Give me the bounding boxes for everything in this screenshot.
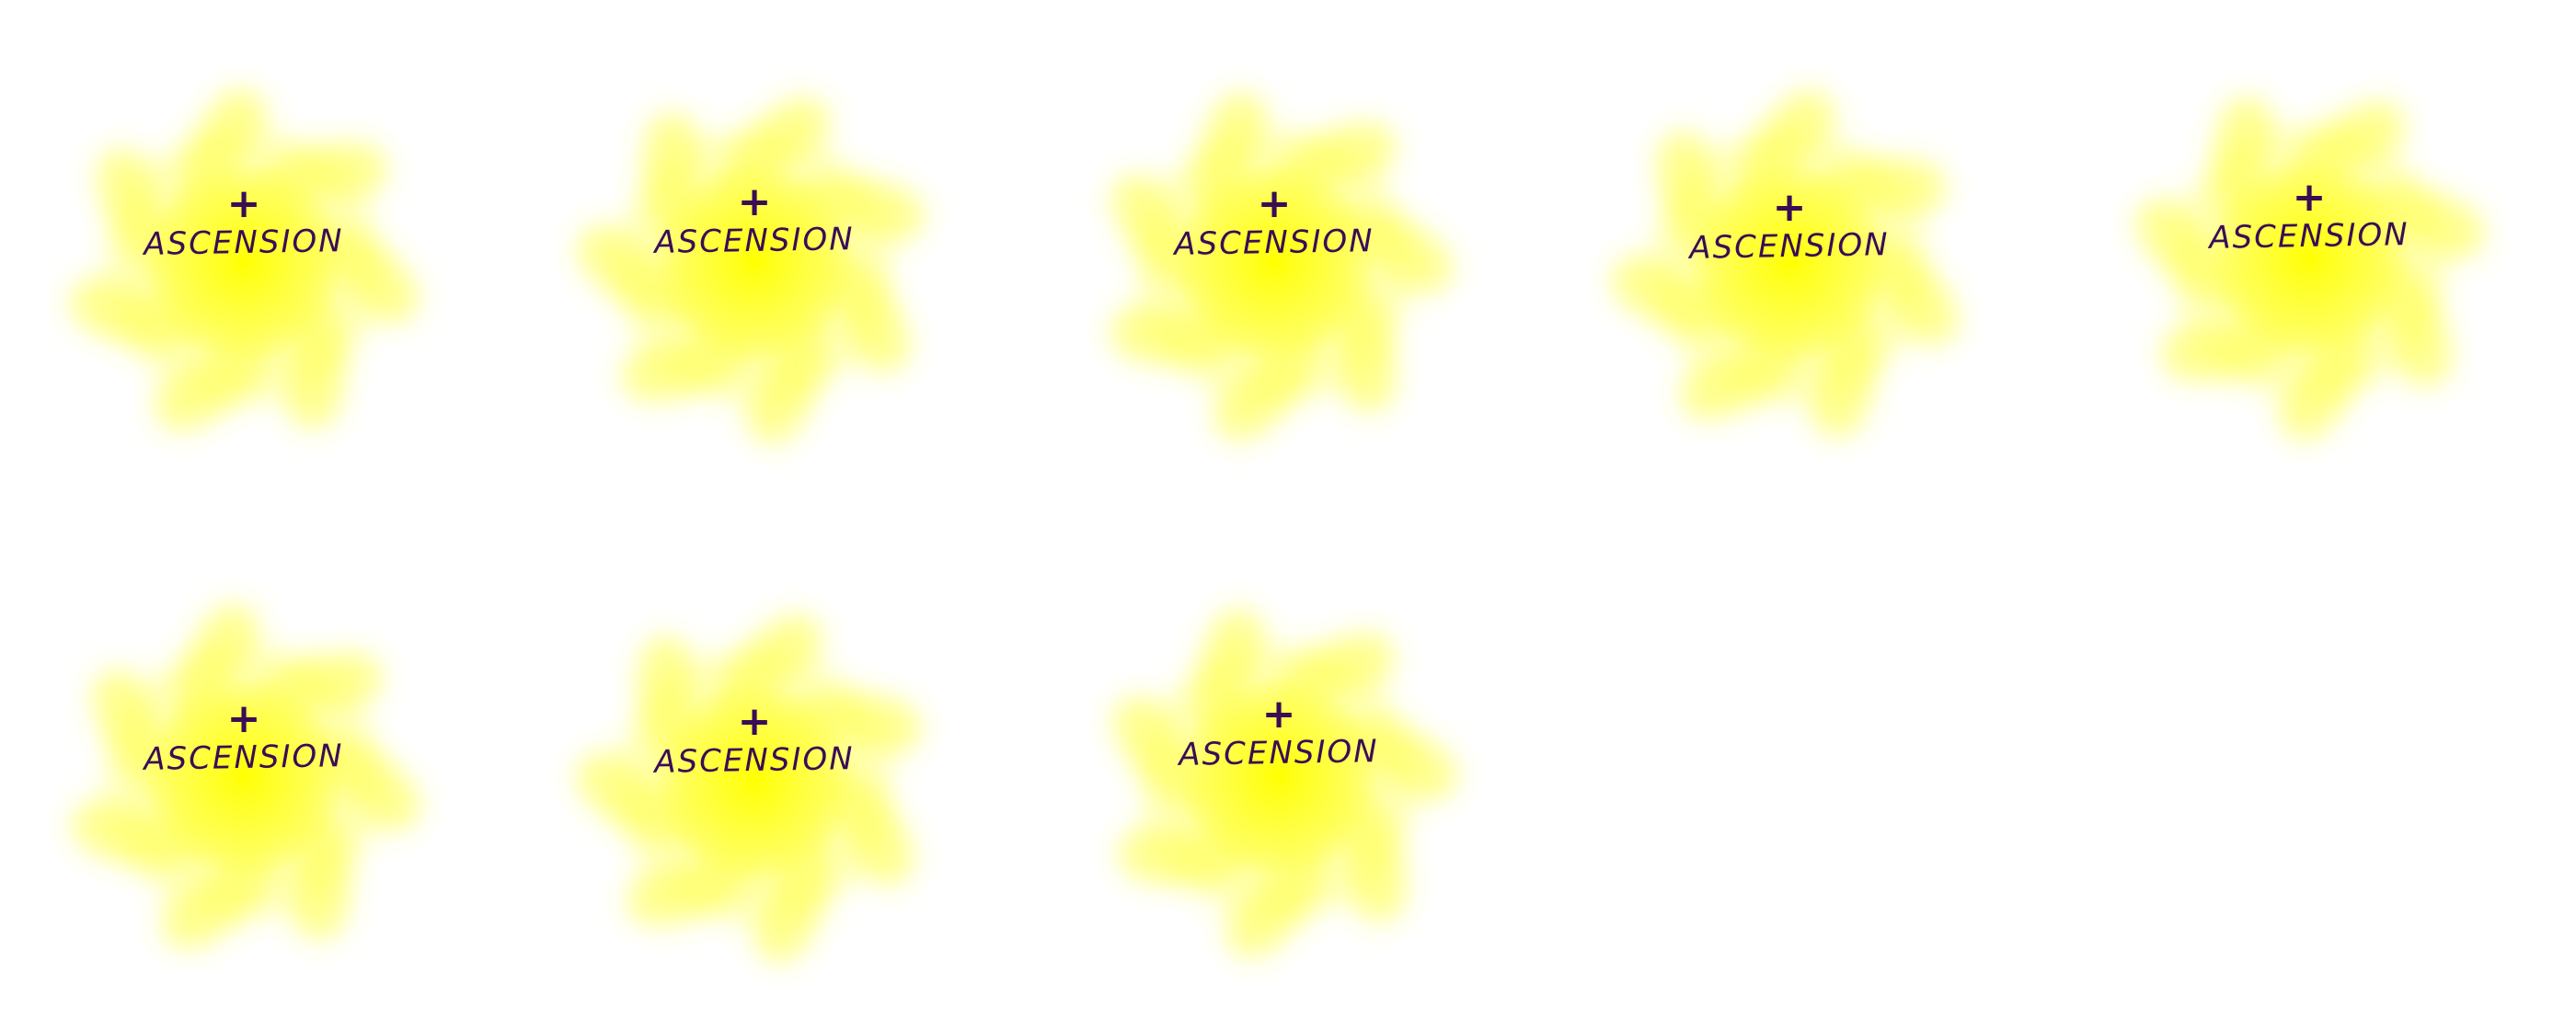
yellow-swirl-glow <box>576 96 925 444</box>
ascension-frame-8: + ASCENSION <box>1076 579 1481 984</box>
ascension-frame-5: + ASCENSION <box>2107 60 2512 464</box>
plus-icon: + <box>1257 180 1292 227</box>
ascension-frame-6: + ASCENSION <box>41 579 446 984</box>
plus-icon: + <box>737 698 772 745</box>
ascension-label: ASCENSION <box>1174 223 1374 263</box>
ascension-label: ASCENSION <box>144 223 344 263</box>
yellow-swirl-glow <box>69 88 420 432</box>
plus-icon: + <box>226 180 261 227</box>
glow-core <box>2208 156 2410 359</box>
plus-icon: + <box>1772 184 1807 231</box>
yellow-swirl-glow <box>72 603 421 950</box>
plus-icon: + <box>226 695 261 742</box>
plus-icon: + <box>2292 174 2327 221</box>
glow-core <box>1688 161 1891 363</box>
ascension-label: ASCENSION <box>1689 226 1890 267</box>
ascension-label: ASCENSION <box>654 221 855 261</box>
glow-core <box>143 161 345 363</box>
ascension-frame-3: + ASCENSION <box>1072 64 1477 469</box>
plus-icon: + <box>1261 691 1296 738</box>
ascension-label: ASCENSION <box>654 740 855 781</box>
glow-core <box>1178 676 1380 878</box>
glow-core <box>653 161 856 363</box>
ascension-frame-2: + ASCENSION <box>552 64 957 469</box>
ascension-label: ASCENSION <box>1179 733 1379 773</box>
plus-icon: + <box>737 178 772 225</box>
glow-core <box>143 676 345 878</box>
yellow-swirl-glow <box>2135 97 2485 441</box>
glow-core <box>653 681 856 883</box>
yellow-swirl-glow <box>576 613 922 963</box>
yellow-swirl-glow <box>1112 609 1457 958</box>
ascension-frame-7: + ASCENSION <box>552 584 957 989</box>
ascension-frame-1: + ASCENSION <box>41 64 446 469</box>
ascension-frame-4: + ASCENSION <box>1587 64 1992 469</box>
ascension-label: ASCENSION <box>144 738 344 778</box>
yellow-swirl-glow <box>1110 92 1453 441</box>
ascension-label: ASCENSION <box>2209 216 2409 257</box>
yellow-swirl-glow <box>1611 89 1959 438</box>
glow-core <box>1173 161 1375 363</box>
